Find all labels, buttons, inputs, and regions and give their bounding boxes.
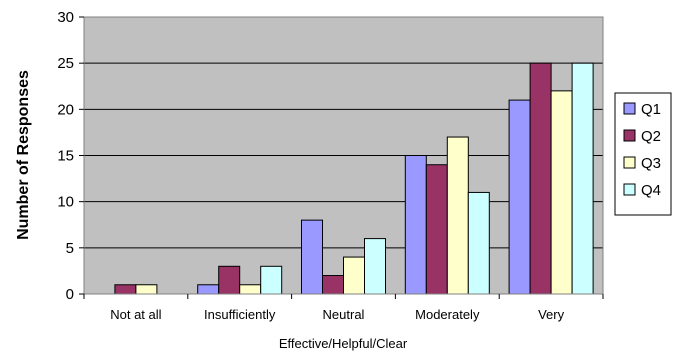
legend: Q1 Q2 Q3 Q4 [614,92,672,216]
bar-q2-neutral [322,275,344,295]
legend-label-q4: Q4 [641,182,661,199]
legend-swatch-q1 [623,102,636,115]
bar-q3-neutral [343,256,365,295]
bar-q4-neutral [364,238,386,295]
y-tick-label: 0 [66,286,74,303]
y-tick-label: 20 [57,101,74,118]
bar-q2-very [529,62,552,295]
bar-q3-insufficiently [239,284,262,295]
legend-swatch-q3 [623,156,636,169]
bar-q4-moderately [467,191,490,295]
y-tick-labels: 0 5 10 15 20 25 30 [57,9,84,303]
x-tick-label: Very [538,307,565,322]
x-tick-labels: Not at all Insufficiently Neutral Moderatel… [83,294,604,322]
y-tick-label: 30 [57,9,74,26]
y-axis-label: Number of Responses [15,70,32,240]
x-tick-label: Moderately [415,307,480,322]
legend-label-q3: Q3 [641,155,661,172]
bar-q2-moderately [425,164,448,295]
bars [114,62,594,295]
x-tick-label: Insufficiently [204,307,276,322]
x-tick-label: Neutral [323,307,365,322]
x-axis-label: Effective/Helpful/Clear [279,336,408,351]
bar-q2-insufficiently [218,265,241,295]
bar-q1-neutral [301,219,323,295]
x-tick-label: Not at all [110,307,161,322]
y-tick-label: 25 [57,55,74,72]
bar-q2-not-at-all [114,284,137,295]
legend-label-q2: Q2 [641,128,661,145]
bar-q3-very [550,90,573,295]
y-tick-label: 5 [66,240,74,257]
legend-label-q1: Q1 [641,101,661,118]
bar-q1-very [508,99,531,295]
legend-swatch-q2 [623,129,636,142]
bar-q1-moderately [404,155,427,295]
legend-swatch-q4 [623,183,636,196]
bar-q4-insufficiently [260,265,283,295]
bar-q1-insufficiently [197,284,220,295]
y-tick-label: 10 [57,194,74,211]
bar-q4-very [571,62,594,295]
y-tick-label: 15 [57,148,74,165]
bar-q3-not-at-all [135,284,158,295]
bar-q3-moderately [446,136,469,295]
